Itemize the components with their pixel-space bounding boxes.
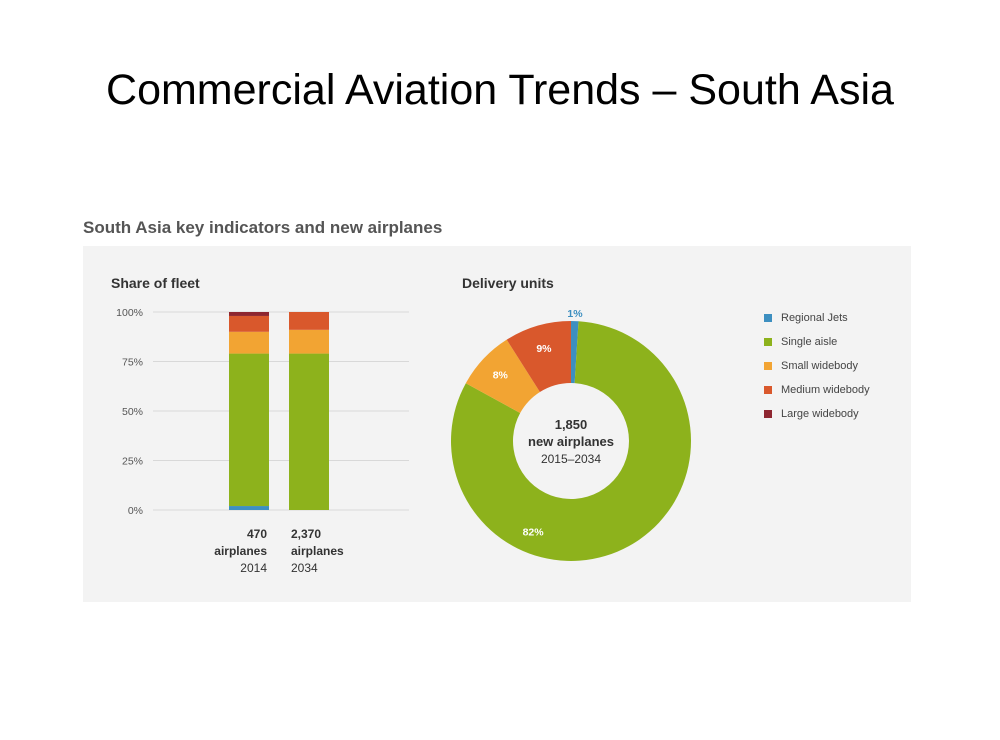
bar-segment-regional-jets xyxy=(229,506,269,510)
bar-segment-small-widebody xyxy=(229,331,269,354)
bar-segment-medium-widebody xyxy=(229,315,269,332)
bar-segment-large-widebody xyxy=(229,312,269,316)
figure-title: South Asia key indicators and new airpla… xyxy=(83,218,443,237)
category-unit: airplanes xyxy=(291,544,344,558)
donut-slice-medium-widebody xyxy=(506,321,571,393)
donut-chart-title: Delivery units xyxy=(462,275,554,291)
category-unit: airplanes xyxy=(214,544,267,558)
donut-legend: Regional Jets Single aisle Small widebody M… xyxy=(764,306,870,426)
legend-swatch xyxy=(764,386,772,394)
legend-label: Medium widebody xyxy=(781,384,870,396)
legend-item: Single aisle xyxy=(764,330,870,354)
donut-center-period: 2015–2034 xyxy=(541,452,601,466)
legend-swatch xyxy=(764,314,772,322)
y-tick-label: 100% xyxy=(116,307,143,319)
legend-item: Medium widebody xyxy=(764,378,870,402)
donut-slice-small-widebody xyxy=(465,339,540,414)
donut-center-value: 1,850 xyxy=(555,417,588,432)
chart-svg: Share of fleet 0% 25% 50% 75% 100% 470 airplane… xyxy=(111,275,691,575)
bar-segment-small-widebody xyxy=(289,329,329,354)
donut-slice-label: 8% xyxy=(493,370,509,382)
donut-center-label: new airplanes xyxy=(528,434,614,449)
legend-item: Regional Jets xyxy=(764,306,870,330)
category-count: 470 xyxy=(247,527,267,541)
legend-swatch xyxy=(764,410,772,418)
category-year: 2014 xyxy=(240,561,267,575)
donut-slice-label: 1% xyxy=(567,308,583,320)
legend-item: Large widebody xyxy=(764,402,870,426)
category-count: 2,370 xyxy=(291,527,321,541)
donut-slice-regional-jets xyxy=(571,321,579,384)
category-year: 2034 xyxy=(291,561,318,575)
bar-segment-single-aisle xyxy=(229,353,269,507)
legend-label: Large widebody xyxy=(781,408,859,420)
y-tick-label: 50% xyxy=(122,406,143,418)
donut-slice-single-aisle xyxy=(450,321,691,561)
y-tick-label: 25% xyxy=(122,456,143,468)
legend-label: Single aisle xyxy=(781,336,838,348)
bar-segment-medium-widebody xyxy=(289,312,329,330)
legend-label: Regional Jets xyxy=(781,312,848,324)
y-tick-label: 75% xyxy=(122,357,143,369)
donut-slice-label: 9% xyxy=(536,343,552,355)
legend-swatch xyxy=(764,338,772,346)
donut-slice-label: 82% xyxy=(523,526,545,538)
legend-swatch xyxy=(764,362,772,370)
slide-title: Commercial Aviation Trends – South Asia xyxy=(106,66,894,114)
y-tick-label: 0% xyxy=(128,505,143,517)
bar-segment-single-aisle xyxy=(289,353,329,510)
bar-chart-title: Share of fleet xyxy=(111,275,200,291)
legend-label: Small widebody xyxy=(781,360,859,372)
legend-item: Small widebody xyxy=(764,354,870,378)
